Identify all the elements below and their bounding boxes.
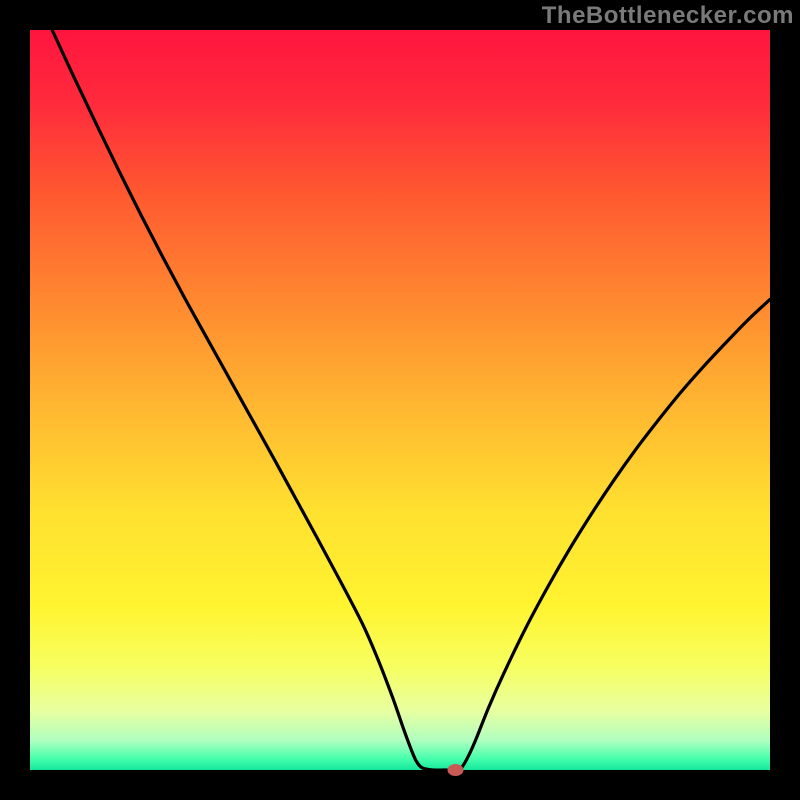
watermark-label: TheBottlenecker.com	[542, 2, 794, 30]
minimum-marker	[448, 764, 464, 776]
figure-container: TheBottlenecker.com	[0, 0, 800, 800]
bottleneck-chart	[0, 0, 800, 800]
plot-background	[30, 30, 770, 770]
